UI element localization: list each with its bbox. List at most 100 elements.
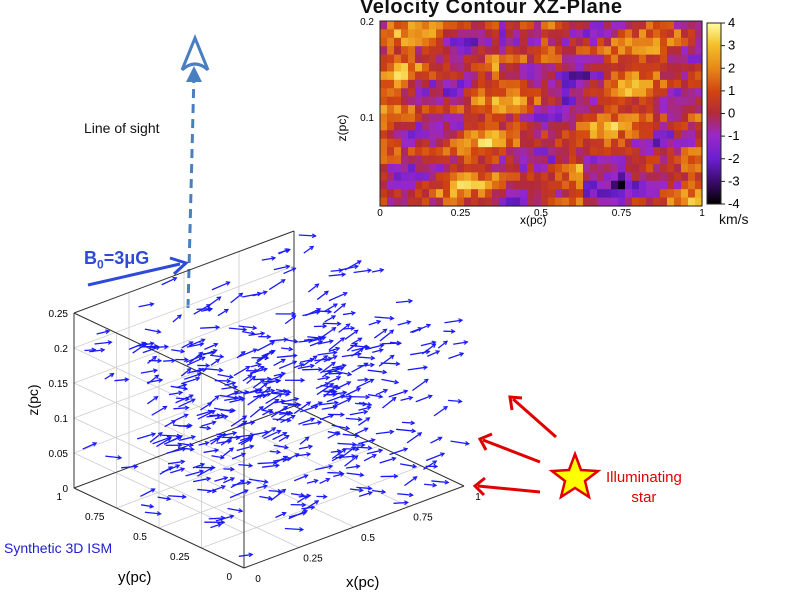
vector-head	[393, 473, 399, 479]
velocity-vector	[186, 343, 204, 348]
contour-cell	[646, 96, 654, 106]
contour-cell	[436, 71, 444, 81]
velocity-vector	[157, 496, 171, 500]
contour-cell	[513, 37, 521, 47]
contour-cell	[541, 121, 549, 131]
contour-cell	[618, 197, 626, 207]
contour-cell	[457, 138, 465, 148]
vector-head	[124, 377, 130, 383]
vector-head	[286, 389, 292, 395]
contour-cell	[527, 96, 535, 106]
velocity-vector	[149, 345, 168, 349]
contour-cell	[450, 121, 458, 131]
contour-cell	[590, 46, 598, 56]
contour-cell	[471, 88, 479, 98]
vector-head	[378, 394, 384, 399]
contour-cell	[429, 63, 437, 73]
vector-head	[336, 321, 342, 327]
vector-head	[100, 347, 106, 353]
contour-cell	[464, 71, 472, 81]
vector-head	[153, 395, 159, 401]
velocity-vector	[365, 344, 384, 351]
contour-cell	[555, 105, 563, 115]
vector-head	[223, 308, 229, 314]
velocity-vector	[250, 368, 268, 374]
contour-cell	[583, 155, 591, 165]
contour-cell	[450, 54, 458, 64]
colorbar-tick-label: 3	[728, 38, 735, 53]
contour-cell	[506, 46, 514, 56]
contour-cell	[457, 105, 465, 115]
contour-cell	[576, 105, 584, 115]
contour-cell	[604, 37, 612, 47]
velocity-vector	[375, 430, 394, 435]
contour-cell	[632, 96, 640, 106]
contour-cell	[604, 163, 612, 173]
contour-cell	[576, 180, 584, 190]
contour-cell	[611, 71, 619, 81]
contour-cell	[695, 21, 703, 31]
velocity-vector	[317, 351, 337, 356]
contour-cell	[569, 96, 577, 106]
contour-cell	[590, 138, 598, 148]
velocity-vector	[317, 340, 334, 345]
contour-cell	[541, 105, 549, 115]
contour-cell	[464, 63, 472, 73]
velocity-vector	[223, 477, 235, 484]
contour-cell	[597, 88, 605, 98]
vector-head	[351, 453, 357, 459]
velocity-vector	[173, 407, 189, 410]
contour-cell	[674, 71, 682, 81]
contour-cell	[639, 155, 647, 165]
contour-cell	[485, 172, 493, 182]
contour-cell	[576, 63, 584, 73]
contour-cell	[625, 147, 633, 157]
contour-cell	[674, 113, 682, 123]
contour-cell	[436, 155, 444, 165]
contour-cell	[695, 147, 703, 157]
velocity-vector	[166, 447, 186, 454]
contour-cell	[464, 29, 472, 39]
contour-cell	[611, 29, 619, 39]
vector-head	[292, 353, 298, 359]
contour-cell	[443, 180, 451, 190]
contour-cell	[674, 79, 682, 89]
contour-cell	[681, 189, 689, 199]
velocity-vector	[280, 398, 299, 403]
contour-cell	[450, 46, 458, 56]
contour-cell	[590, 163, 598, 173]
contour-cell	[632, 155, 640, 165]
contour-cell	[492, 155, 500, 165]
contour-cell	[660, 172, 668, 182]
contour-cell	[597, 37, 605, 47]
vector-head	[242, 327, 248, 332]
velocity-vector	[204, 368, 223, 371]
contour-cell	[646, 147, 654, 157]
velocity-vector	[332, 398, 351, 408]
vector-head	[353, 329, 359, 335]
contour-cell	[527, 21, 535, 31]
contour-cell	[667, 121, 675, 131]
colorbar-tick-label: 0	[728, 106, 735, 121]
velocity-vector	[316, 290, 329, 301]
velocity-vector	[380, 362, 400, 365]
contour-cell	[492, 138, 500, 148]
vector-head	[283, 405, 289, 411]
velocity-vector	[328, 376, 341, 383]
contour-cell	[471, 180, 479, 190]
line-of-sight	[186, 73, 196, 309]
vector-head	[403, 447, 409, 452]
contour-cell	[471, 79, 479, 89]
contour-cell	[541, 21, 549, 31]
velocity-vector	[232, 391, 249, 395]
contour-cell	[625, 105, 633, 115]
velocity-vector	[381, 342, 401, 345]
contour-cell	[541, 46, 549, 56]
contour-cell	[646, 121, 654, 131]
velocity-vector	[192, 477, 211, 483]
vector-head	[335, 346, 341, 352]
contour-cell	[625, 130, 633, 140]
contour-cell	[380, 21, 388, 31]
contour-cell	[660, 138, 668, 148]
vector-head	[330, 361, 336, 367]
